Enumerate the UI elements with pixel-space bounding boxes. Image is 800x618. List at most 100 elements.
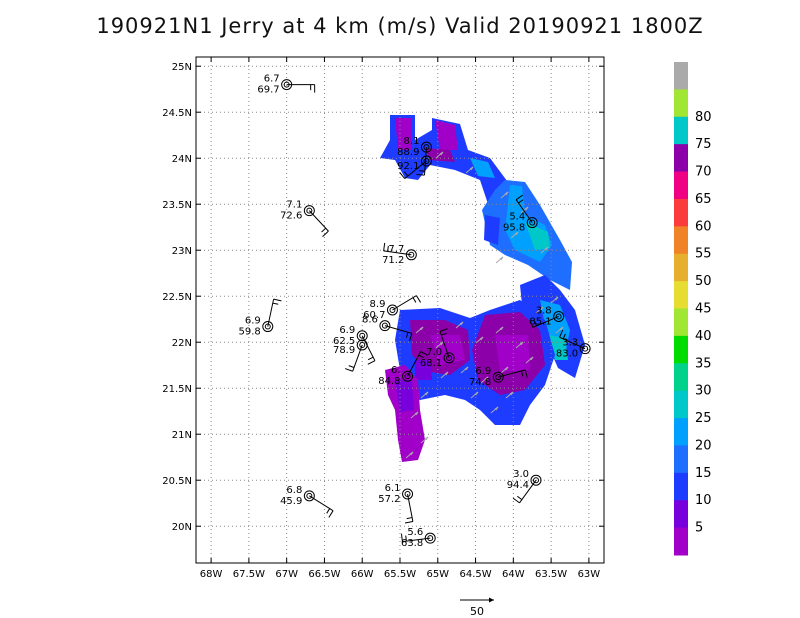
wind-barb-flag [524,369,528,378]
lat-tick-label: 24.5N [162,108,192,119]
station-value-bottom: 74.8 [469,377,491,388]
wind-barb [383,250,412,256]
colorbar-swatch [674,226,688,255]
wind-barb-flag [272,302,279,305]
colorbar-swatch [674,527,688,556]
lon-tick-label: 63.5W [535,569,567,580]
station-marker: 6.157.2 [378,483,414,524]
colorbar-swatch [674,390,688,419]
colorbar-label: 25 [695,411,712,426]
station-value-top: 3.3 [562,338,578,349]
wind-barb-flag [400,533,403,542]
station-marker: 6.769.7 [257,74,316,96]
lat-tick-label: 20N [172,522,192,533]
station-value-top: 6. [391,365,401,376]
station-value-top: 8.1 [404,136,420,147]
wind-barb [308,210,329,232]
map-title: 190921N1 Jerry at 4 km (m/s) Valid 20190… [96,14,704,38]
colorbar-label: 10 [695,493,712,508]
flow-arrow-head [464,366,469,371]
station-ring [379,320,391,332]
colorbar-swatch [674,308,688,337]
lon-tick-label: 64.5W [459,569,491,580]
station-ring [303,490,315,502]
wind-barb-flag [273,298,282,302]
wind-barb-flag [562,333,566,340]
station-ring [424,532,436,544]
lat-tick-label: 23N [172,246,192,257]
colorbar-swatch [674,472,688,501]
station-ring [530,474,542,486]
wind-barb-flag [416,295,421,303]
flow-arrow-head [424,436,429,441]
station-value-top: 7.0 [426,347,442,358]
wind-barb [309,495,334,512]
station-marker: 7.172.6 [280,200,329,237]
wind-barb-flag [387,245,389,252]
lon-tick-label: 66.5W [308,569,340,580]
wind-barb-flag [441,332,447,336]
longitude-axis: 68W 67.5W 67W 66.5W 66W 65.5W 65W 64.5W 64W 63.5W… [200,57,600,580]
station-value-bottom: 78.9 [333,345,355,356]
station-ring [402,488,414,500]
lon-tick-label: 68W [200,569,223,580]
flow-arrow-head [409,451,414,456]
station-marker: 3.383.0 [556,329,591,360]
colorbar-label: 40 [695,329,712,344]
flow-arrow-head [499,256,504,261]
lat-tick-label: 25N [172,62,192,73]
station-ring-inner [389,307,396,313]
wind-barb-flag [404,520,413,524]
map-grid [196,57,604,563]
station-marker: 8.960.7 [363,295,421,321]
station-value-top: 6.9 [475,366,491,377]
station-ring-inner [306,492,313,499]
station-marker: 3.094.4 [507,469,542,504]
station-marker: 5.495.8 [503,194,538,234]
lon-tick-label: 67.5W [233,569,265,580]
wind-barb [439,331,450,359]
station-ring-inner [446,354,453,361]
wind-barb-flag [322,230,329,237]
wind-barb-flag [405,332,409,338]
wind-barb-flag [512,497,520,504]
wind-barb-flag [416,174,425,176]
wind-barb-flag [533,320,538,327]
flow-arrow-head [494,406,499,411]
flow-arrow-head [529,356,534,361]
station-marker: 8.6 [362,315,413,342]
wind-barb-flag [321,227,327,233]
station-value-bottom: 69.7 [257,85,279,96]
station-ring-inner [423,157,430,164]
colorbar-label: 70 [695,165,712,180]
reference-vector-label: 50 [470,605,484,618]
colorbar-swatch [674,418,688,446]
station-value-bottom: 57.2 [378,494,400,505]
station-value-top: 8.6 [362,315,378,326]
colorbar-swatch [674,144,688,173]
station-ring [526,217,538,229]
station-marker: 6.959.8 [239,298,282,338]
station-marker: 3.885.1 [529,305,565,328]
flow-arrow-head [509,391,514,396]
station-value-bottom: 92.1 [397,161,419,172]
flow-arrow-head [444,371,449,376]
flow-arrow-head [539,306,544,311]
station-value-top: 7.7 [388,244,404,255]
station-value-top: 5.4 [509,212,525,223]
station-ring-inner [529,219,536,226]
station-marker: 6.845.9 [280,485,334,518]
wind-barb-flag [420,351,428,356]
station-marker: 78.9 [333,339,368,372]
station-marker: 7.771.2 [382,242,417,266]
station-value-bottom: 72.6 [280,211,302,222]
wind-barb-flag [348,365,355,368]
wind-barb [532,315,559,328]
colorbar-label: 55 [695,247,712,262]
lon-tick-label: 67W [275,569,298,580]
lon-tick-label: 66W [351,569,374,580]
colorbar-label: 45 [695,302,712,317]
colorbar-swatch [674,500,688,529]
flow-arrow-head [559,326,564,331]
